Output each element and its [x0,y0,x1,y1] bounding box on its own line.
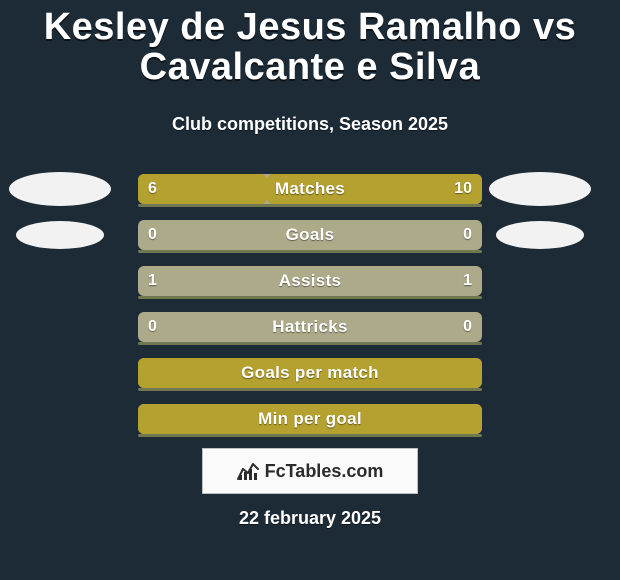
page-subtitle: Club competitions, Season 2025 [0,114,620,135]
stat-row: Assists1 1 [138,266,482,296]
stat-value-left: 0 [138,220,167,250]
stat-value-right: 0 [453,312,482,342]
stat-value-left: 0 [138,312,167,342]
brand-box: FcTables.com [202,448,418,494]
player-avatar-left [9,172,111,206]
player-avatar-left [16,221,104,249]
player-avatar-right [489,172,591,206]
footer-date: 22 february 2025 [0,508,620,529]
chart-icon [237,461,259,481]
stat-value-left: 1 [138,266,167,296]
page-title: Kesley de Jesus Ramalho vs Cavalcante e … [0,8,620,88]
stat-label: Assists [138,266,482,296]
stat-label: Goals per match [138,358,482,388]
stat-value-left: 6 [138,174,167,204]
stat-row: Hattricks0 0 [138,312,482,342]
stat-row: Matches6 10 [138,174,482,204]
stat-value-right: 10 [444,174,482,204]
comparison-infographic: Kesley de Jesus Ramalho vs Cavalcante e … [0,0,620,580]
stat-underline [138,388,482,391]
stat-row: Goals0 0 [138,220,482,250]
stat-row: Min per goal [138,404,482,434]
stat-underline [138,434,482,437]
stat-label: Min per goal [138,404,482,434]
stat-row: Goals per match [138,358,482,388]
stat-underline [138,296,482,299]
player-avatar-right [496,221,584,249]
stat-label: Matches [138,174,482,204]
stat-underline [138,342,482,345]
stat-label: Goals [138,220,482,250]
stat-value-right: 0 [453,220,482,250]
stat-value-right: 1 [453,266,482,296]
brand-label: FcTables.com [265,461,384,482]
stat-underline [138,250,482,253]
stat-label: Hattricks [138,312,482,342]
stat-underline [138,204,482,207]
